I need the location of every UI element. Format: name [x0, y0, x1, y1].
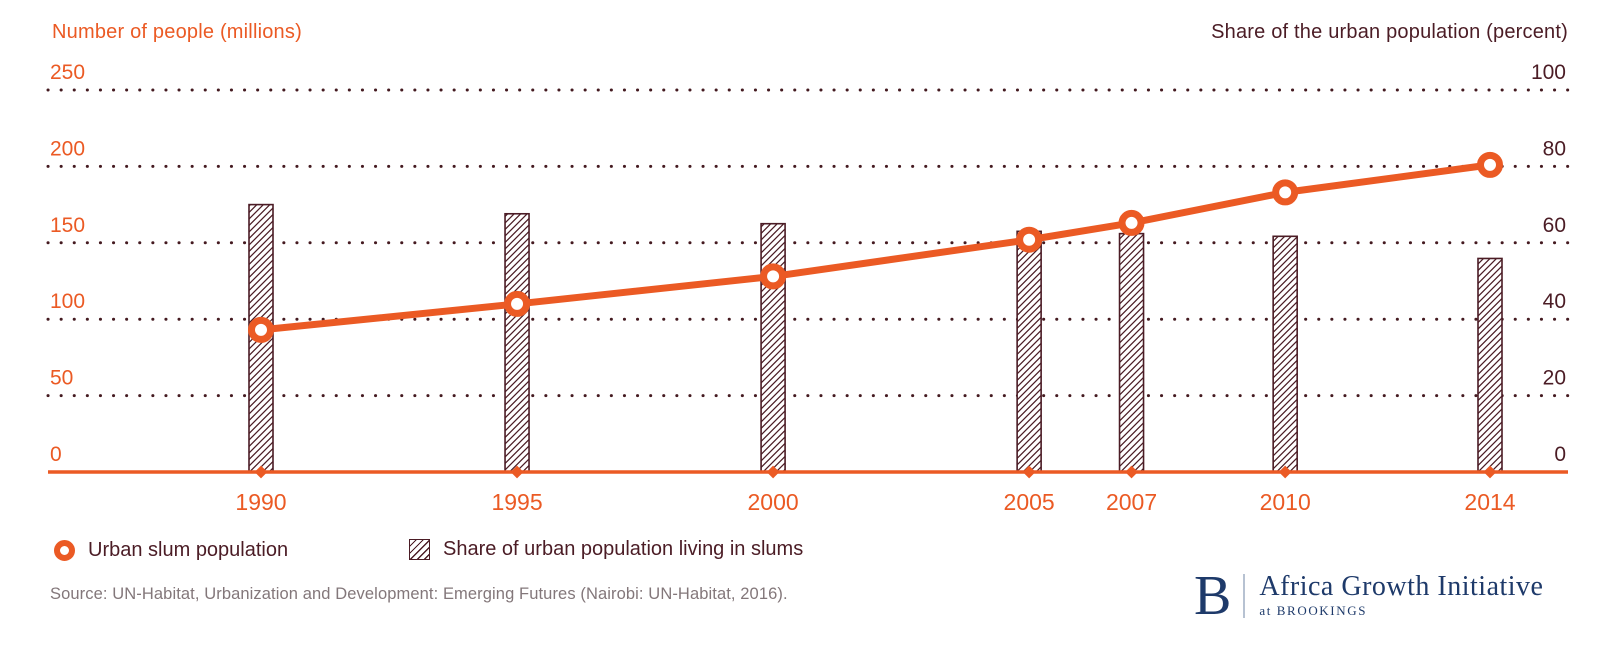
- svg-text:0: 0: [1554, 443, 1566, 466]
- logo-subtitle: at BROOKINGS: [1259, 602, 1368, 618]
- line-marker-icon: [54, 540, 75, 561]
- chart-canvas: 0 50 100 150 200 250 0 20 40 60 80 100 1990 1995 2000…: [46, 61, 1570, 515]
- svg-text:2005: 2005: [1004, 489, 1055, 515]
- svg-text:2010: 2010: [1260, 489, 1311, 515]
- hatched-bar-icon: [409, 539, 430, 560]
- logo-letter-b: B: [1194, 565, 1232, 627]
- svg-text:1995: 1995: [491, 489, 542, 515]
- svg-text:100: 100: [50, 290, 85, 313]
- logo-divider: [1243, 574, 1246, 618]
- legend-item-label: Share of urban population living in slum…: [443, 538, 804, 560]
- logo-title: Africa Growth Initiative: [1259, 570, 1544, 602]
- svg-text:40: 40: [1543, 290, 1566, 313]
- svg-text:2014: 2014: [1464, 489, 1515, 515]
- svg-text:2007: 2007: [1106, 489, 1157, 515]
- right-axis-title: Share of the urban population (percent): [1211, 21, 1568, 43]
- svg-text:80: 80: [1543, 137, 1566, 160]
- svg-text:50: 50: [50, 367, 73, 390]
- left-axis-title: Number of people (millions): [52, 21, 302, 43]
- brookings-logo: B Africa Growth Initiative at BROOKINGS: [1194, 565, 1544, 627]
- legend-item-label: Urban slum population: [88, 539, 289, 561]
- svg-text:20: 20: [1543, 367, 1566, 390]
- svg-text:150: 150: [50, 214, 85, 237]
- svg-text:0: 0: [50, 443, 62, 466]
- svg-text:60: 60: [1543, 214, 1566, 237]
- svg-text:100: 100: [1531, 61, 1566, 84]
- svg-text:1990: 1990: [235, 489, 286, 515]
- legend-item-urban-slum-population: Urban slum population: [54, 539, 288, 562]
- legend-item-slum-share: Share of urban population living in slum…: [409, 538, 803, 561]
- svg-text:250: 250: [50, 61, 85, 84]
- source-note: Source: UN-Habitat, Urbanization and Dev…: [50, 585, 788, 603]
- svg-text:2000: 2000: [747, 489, 798, 515]
- svg-text:200: 200: [50, 137, 85, 160]
